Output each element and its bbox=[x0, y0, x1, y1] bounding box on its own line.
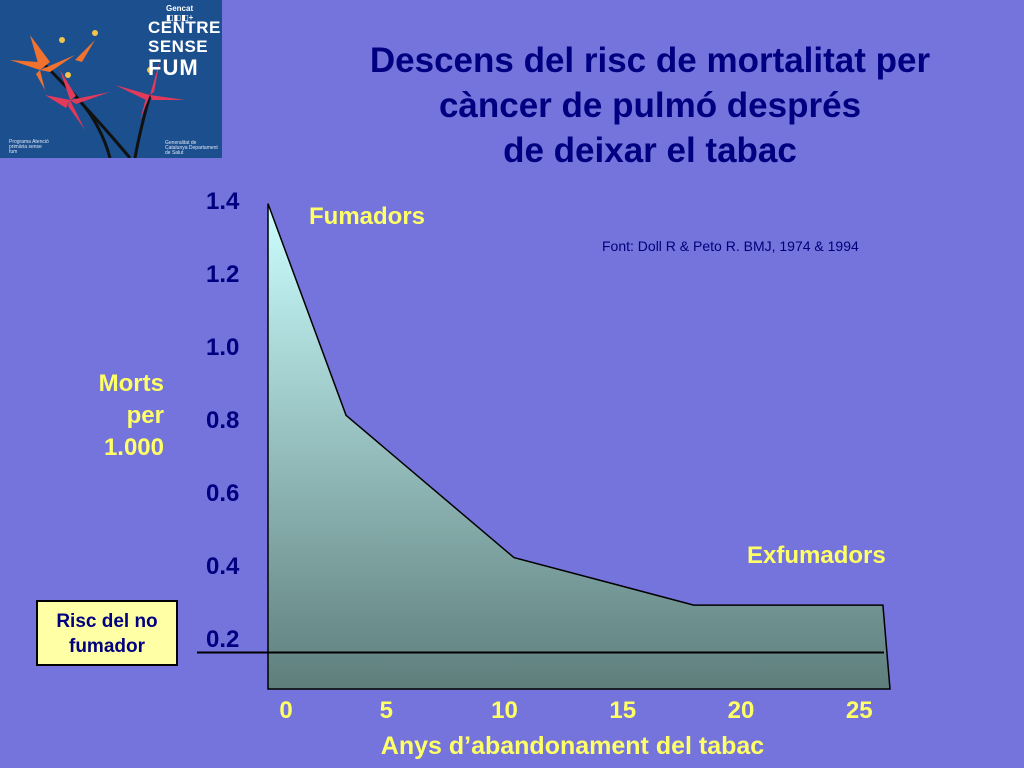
logo-small-right: Generalitat de Catalunya Departament de … bbox=[165, 140, 218, 156]
nofum-line-1: Risc del no bbox=[56, 611, 158, 632]
slide-title: Descens del risc de mortalitat per cànce… bbox=[300, 38, 1000, 173]
y-tick-label: 0.6 bbox=[206, 480, 239, 507]
x-tick-label: 0 bbox=[279, 697, 292, 724]
y-tick-label: 1.4 bbox=[206, 188, 240, 215]
ylabel-line-3: 1.000 bbox=[103, 434, 164, 461]
x-tick-label: 15 bbox=[609, 697, 636, 724]
logo-wordmark: CENTRE SENSE FUM bbox=[148, 18, 221, 80]
y-axis-label: Morts per 1.000 bbox=[70, 368, 164, 464]
x-tick-label: 20 bbox=[728, 697, 755, 724]
logo-line-3: FUM bbox=[148, 55, 199, 80]
source-citation: Font: Doll R & Peto R. BMJ, 1974 & 1994 bbox=[602, 238, 859, 254]
smokers-annotation: Fumadors bbox=[309, 203, 426, 230]
centre-sense-fum-logo: Gencat ◧◧◧+ CENTRE SENSE FUM Programa At… bbox=[0, 0, 222, 158]
y-tick-label: 1.2 bbox=[206, 261, 239, 288]
ylabel-line-2: per bbox=[126, 402, 164, 429]
logo-top-text: Gencat ◧◧◧+ bbox=[166, 4, 194, 22]
ylabel-line-1: Morts bbox=[98, 370, 164, 397]
logo-line-1: CENTRE bbox=[148, 18, 221, 37]
x-axis-label: Anys d’abandonament del tabac bbox=[380, 732, 765, 760]
x-tick-label: 25 bbox=[846, 697, 873, 724]
logo-line-2: SENSE bbox=[148, 37, 209, 56]
y-tick-label: 0.4 bbox=[206, 553, 240, 580]
title-line-1: Descens del risc de mortalitat per bbox=[369, 41, 931, 80]
logo-small-left: Programa Atenció primària sense fum bbox=[9, 139, 49, 155]
y-tick-label: 0.8 bbox=[206, 407, 239, 434]
nofum-line-2: fumador bbox=[69, 636, 145, 657]
x-tick-label: 10 bbox=[491, 697, 518, 724]
title-line-2: càncer de pulmó després bbox=[438, 86, 862, 125]
y-tick-label: 0.2 bbox=[206, 626, 239, 653]
flowers-illustration bbox=[10, 30, 185, 158]
ex-smokers-annotation: Exfumadors bbox=[747, 542, 886, 569]
title-line-3: de deixar el tabac bbox=[503, 131, 797, 170]
y-tick-label: 1.0 bbox=[206, 334, 239, 361]
non-smoker-risk-callout: Risc del no fumador bbox=[36, 600, 178, 666]
x-tick-label: 5 bbox=[380, 697, 393, 724]
risk-area-series bbox=[267, 203, 891, 690]
